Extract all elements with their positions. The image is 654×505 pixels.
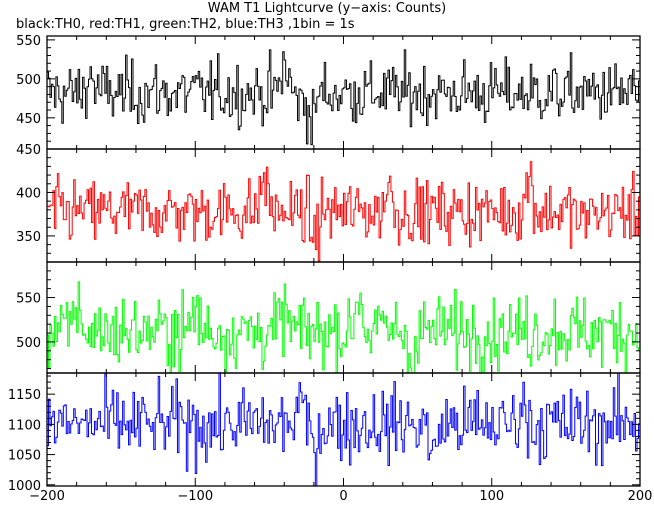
y-tick-label: 500 — [16, 336, 41, 351]
series-line-th0 — [47, 49, 640, 146]
y-tick-label: 550 — [16, 292, 41, 307]
series-line-th2 — [47, 281, 640, 373]
x-tick-label: 0 — [339, 489, 347, 504]
y-tick-label: 1150 — [8, 388, 41, 403]
y-tick-label: 450 — [16, 143, 41, 158]
panel-th0: 450 500 550 — [16, 34, 641, 150]
series-line-th1 — [47, 161, 640, 262]
x-tick-label: −100 — [177, 489, 213, 504]
x-tick-label: 100 — [479, 489, 504, 504]
panel-th2: 500 550 — [16, 261, 641, 374]
chart-subtitle: black:TH0, red:TH1, green:TH2, blue:TH3 … — [16, 17, 355, 32]
y-tick-label: 1100 — [8, 418, 41, 433]
series-line-th3 — [47, 373, 640, 486]
y-tick-label: 1050 — [8, 449, 41, 464]
y-tick-label: 450 — [16, 112, 41, 127]
x-tick-label: −200 — [29, 489, 65, 504]
x-tick-label: 200 — [628, 489, 653, 504]
y-tick-label: 500 — [16, 73, 41, 88]
y-tick-label: 550 — [16, 34, 41, 49]
y-tick-label: 1000 — [8, 479, 41, 494]
chart-title: WAM T1 Lightcurve (y−axis: Counts) — [207, 1, 447, 16]
panel-th3: 1000 1050 1100 1150 — [8, 372, 641, 494]
y-tick-label: 400 — [16, 186, 41, 201]
y-tick-label: 350 — [16, 230, 41, 245]
panel-th1: 350 400 450 — [16, 143, 641, 263]
